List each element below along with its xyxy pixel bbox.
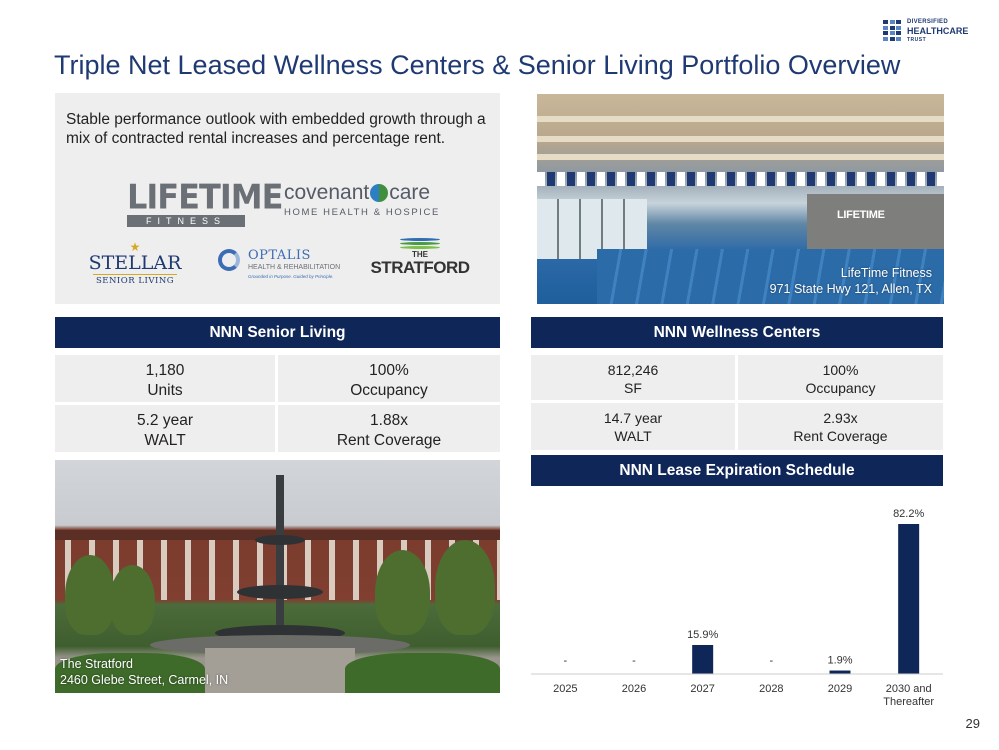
stat-label: Rent Coverage bbox=[336, 432, 442, 449]
logo-line-1: DIVERSIFIED bbox=[907, 19, 948, 25]
stat-label: Occupancy bbox=[805, 380, 876, 396]
tenant-overview-panel: Stable performance outlook with embedded… bbox=[55, 93, 500, 304]
tick-label-3: 2028 bbox=[759, 683, 783, 695]
optalis-logo: OPTALIS HEALTH & REHABILITATION Grounded… bbox=[218, 248, 348, 283]
stellar-logo-text: STELLAR bbox=[88, 252, 182, 274]
tick-label-0: 2025 bbox=[553, 683, 577, 695]
page-number: 29 bbox=[965, 716, 980, 731]
stellar-senior-living-logo: ★ STELLAR SENIOR LIVING bbox=[85, 241, 185, 286]
tick-label-1: 2026 bbox=[622, 683, 646, 695]
covenant-logo-text-b: care bbox=[389, 181, 431, 204]
stat-label: Units bbox=[147, 382, 183, 399]
bar-2 bbox=[692, 644, 714, 674]
fountain-caption-address: 2460 Glebe Street, Carmel, IN bbox=[60, 673, 229, 687]
data-label-4: 1.9% bbox=[827, 655, 852, 667]
optalis-ring-icon bbox=[218, 249, 240, 271]
lifetime-fitness-logo: LIFETIME FITNESS bbox=[127, 177, 283, 229]
wellness-sf-cell: 812,246 SF bbox=[531, 355, 735, 400]
senior-living-occupancy-cell: 100% Occupancy bbox=[278, 355, 500, 402]
lease-expiration-bar-chart: - 2025 - 2026 15.9% 2027 - 2028 1.9% 2029 82.2% 203… bbox=[531, 508, 943, 708]
optalis-logo-text: OPTALIS bbox=[248, 248, 311, 263]
intro-text: Stable performance outlook with embedded… bbox=[66, 111, 486, 147]
stat-value: 812,246 bbox=[607, 362, 659, 378]
covenant-leaf-icon bbox=[370, 184, 389, 202]
stat-value: 1,180 bbox=[145, 362, 185, 379]
lease-expiration-chart: - 2025 - 2026 15.9% 2027 - 2028 1.9% 2029 82.2% 203… bbox=[531, 493, 943, 713]
data-label-3: - bbox=[769, 655, 773, 667]
stratford-logo-text: STRATFORD bbox=[370, 258, 470, 277]
dht-logo: DIVERSIFIED HEALTHCARE TRUST bbox=[883, 18, 973, 46]
stat-label: SF bbox=[624, 380, 642, 396]
lifetime-logo-text: LIFETIME bbox=[127, 177, 283, 217]
bar-5 bbox=[898, 524, 920, 674]
stratford-wave-icon bbox=[395, 238, 445, 252]
stratford-fountain-photo: The Stratford 2460 Glebe Street, Carmel,… bbox=[55, 460, 500, 693]
data-label-1: - bbox=[632, 655, 636, 667]
bar-4 bbox=[829, 670, 851, 674]
fountain-caption-name: The Stratford bbox=[60, 657, 133, 671]
lifetime-pool-photo: LIFETIME LifeTime Fitness 971 State Hwy … bbox=[537, 94, 944, 304]
stat-value: 5.2 year bbox=[136, 412, 193, 429]
data-label-5: 82.2% bbox=[893, 508, 924, 520]
senior-living-header: NNN Senior Living bbox=[55, 317, 500, 348]
star-icon: ★ bbox=[129, 240, 141, 254]
data-label-0: - bbox=[563, 655, 567, 667]
data-label-2: 15.9% bbox=[687, 629, 718, 641]
stellar-logo-subtext: SENIOR LIVING bbox=[95, 276, 175, 286]
stratford-logo-the: THE bbox=[412, 250, 428, 259]
lifetime-logo-subtext: FITNESS bbox=[127, 215, 245, 227]
stat-value: 100% bbox=[369, 362, 409, 379]
wellness-occupancy-cell: 100% Occupancy bbox=[738, 355, 943, 400]
wellness-rent-coverage-cell: 2.93x Rent Coverage bbox=[738, 403, 943, 450]
pool-caption-address: 971 State Hwy 121, Allen, TX bbox=[769, 282, 932, 296]
tick-label-4: 2029 bbox=[828, 683, 852, 695]
stat-label: Rent Coverage bbox=[793, 428, 888, 444]
covenant-logo-text-a: covenant bbox=[284, 181, 370, 204]
stat-label: Occupancy bbox=[350, 382, 428, 399]
stat-value: 14.7 year bbox=[603, 410, 663, 426]
optalis-logo-tagline: Grounded in Purpose. Guided by Principle… bbox=[248, 274, 334, 279]
tick-label-5: 2030 and bbox=[886, 683, 932, 695]
covenant-logo-subtext: HOME HEALTH & HOSPICE bbox=[284, 207, 440, 218]
tick-label-2: 2027 bbox=[690, 683, 714, 695]
stat-value: 100% bbox=[822, 362, 859, 378]
senior-living-walt-cell: 5.2 year WALT bbox=[55, 405, 275, 452]
fountain-photo-caption: The Stratford 2460 Glebe Street, Carmel,… bbox=[60, 656, 228, 688]
stat-label: WALT bbox=[614, 428, 652, 444]
senior-living-units-cell: 1,180 Units bbox=[55, 355, 275, 402]
dht-grid-icon bbox=[883, 20, 901, 42]
pool-caption-name: LifeTime Fitness bbox=[840, 266, 932, 280]
pool-photo-caption: LifeTime Fitness 971 State Hwy 121, Alle… bbox=[770, 265, 932, 297]
lease-expiration-header: NNN Lease Expiration Schedule bbox=[531, 455, 943, 486]
stat-value: 1.88x bbox=[370, 412, 408, 429]
senior-living-rent-coverage-cell: 1.88x Rent Coverage bbox=[278, 405, 500, 452]
wellness-walt-cell: 14.7 year WALT bbox=[531, 403, 735, 450]
stat-value: 2.93x bbox=[823, 410, 858, 426]
logo-line-3: TRUST bbox=[907, 37, 927, 43]
logo-line-2: HEALTHCARE bbox=[907, 26, 969, 36]
the-stratford-logo: THE STRATFORD bbox=[370, 238, 470, 283]
optalis-logo-subtext: HEALTH & REHABILITATION bbox=[248, 264, 341, 271]
page-title: Triple Net Leased Wellness Centers & Sen… bbox=[54, 50, 901, 80]
wellness-centers-header: NNN Wellness Centers bbox=[531, 317, 943, 348]
tick-label-5-line2: Thereafter bbox=[883, 696, 934, 708]
covenant-care-logo: covenant care HOME HEALTH & HOSPICE bbox=[284, 181, 444, 221]
pool-wall-brandmark: LIFETIME bbox=[837, 209, 885, 221]
stat-label: WALT bbox=[144, 432, 186, 449]
